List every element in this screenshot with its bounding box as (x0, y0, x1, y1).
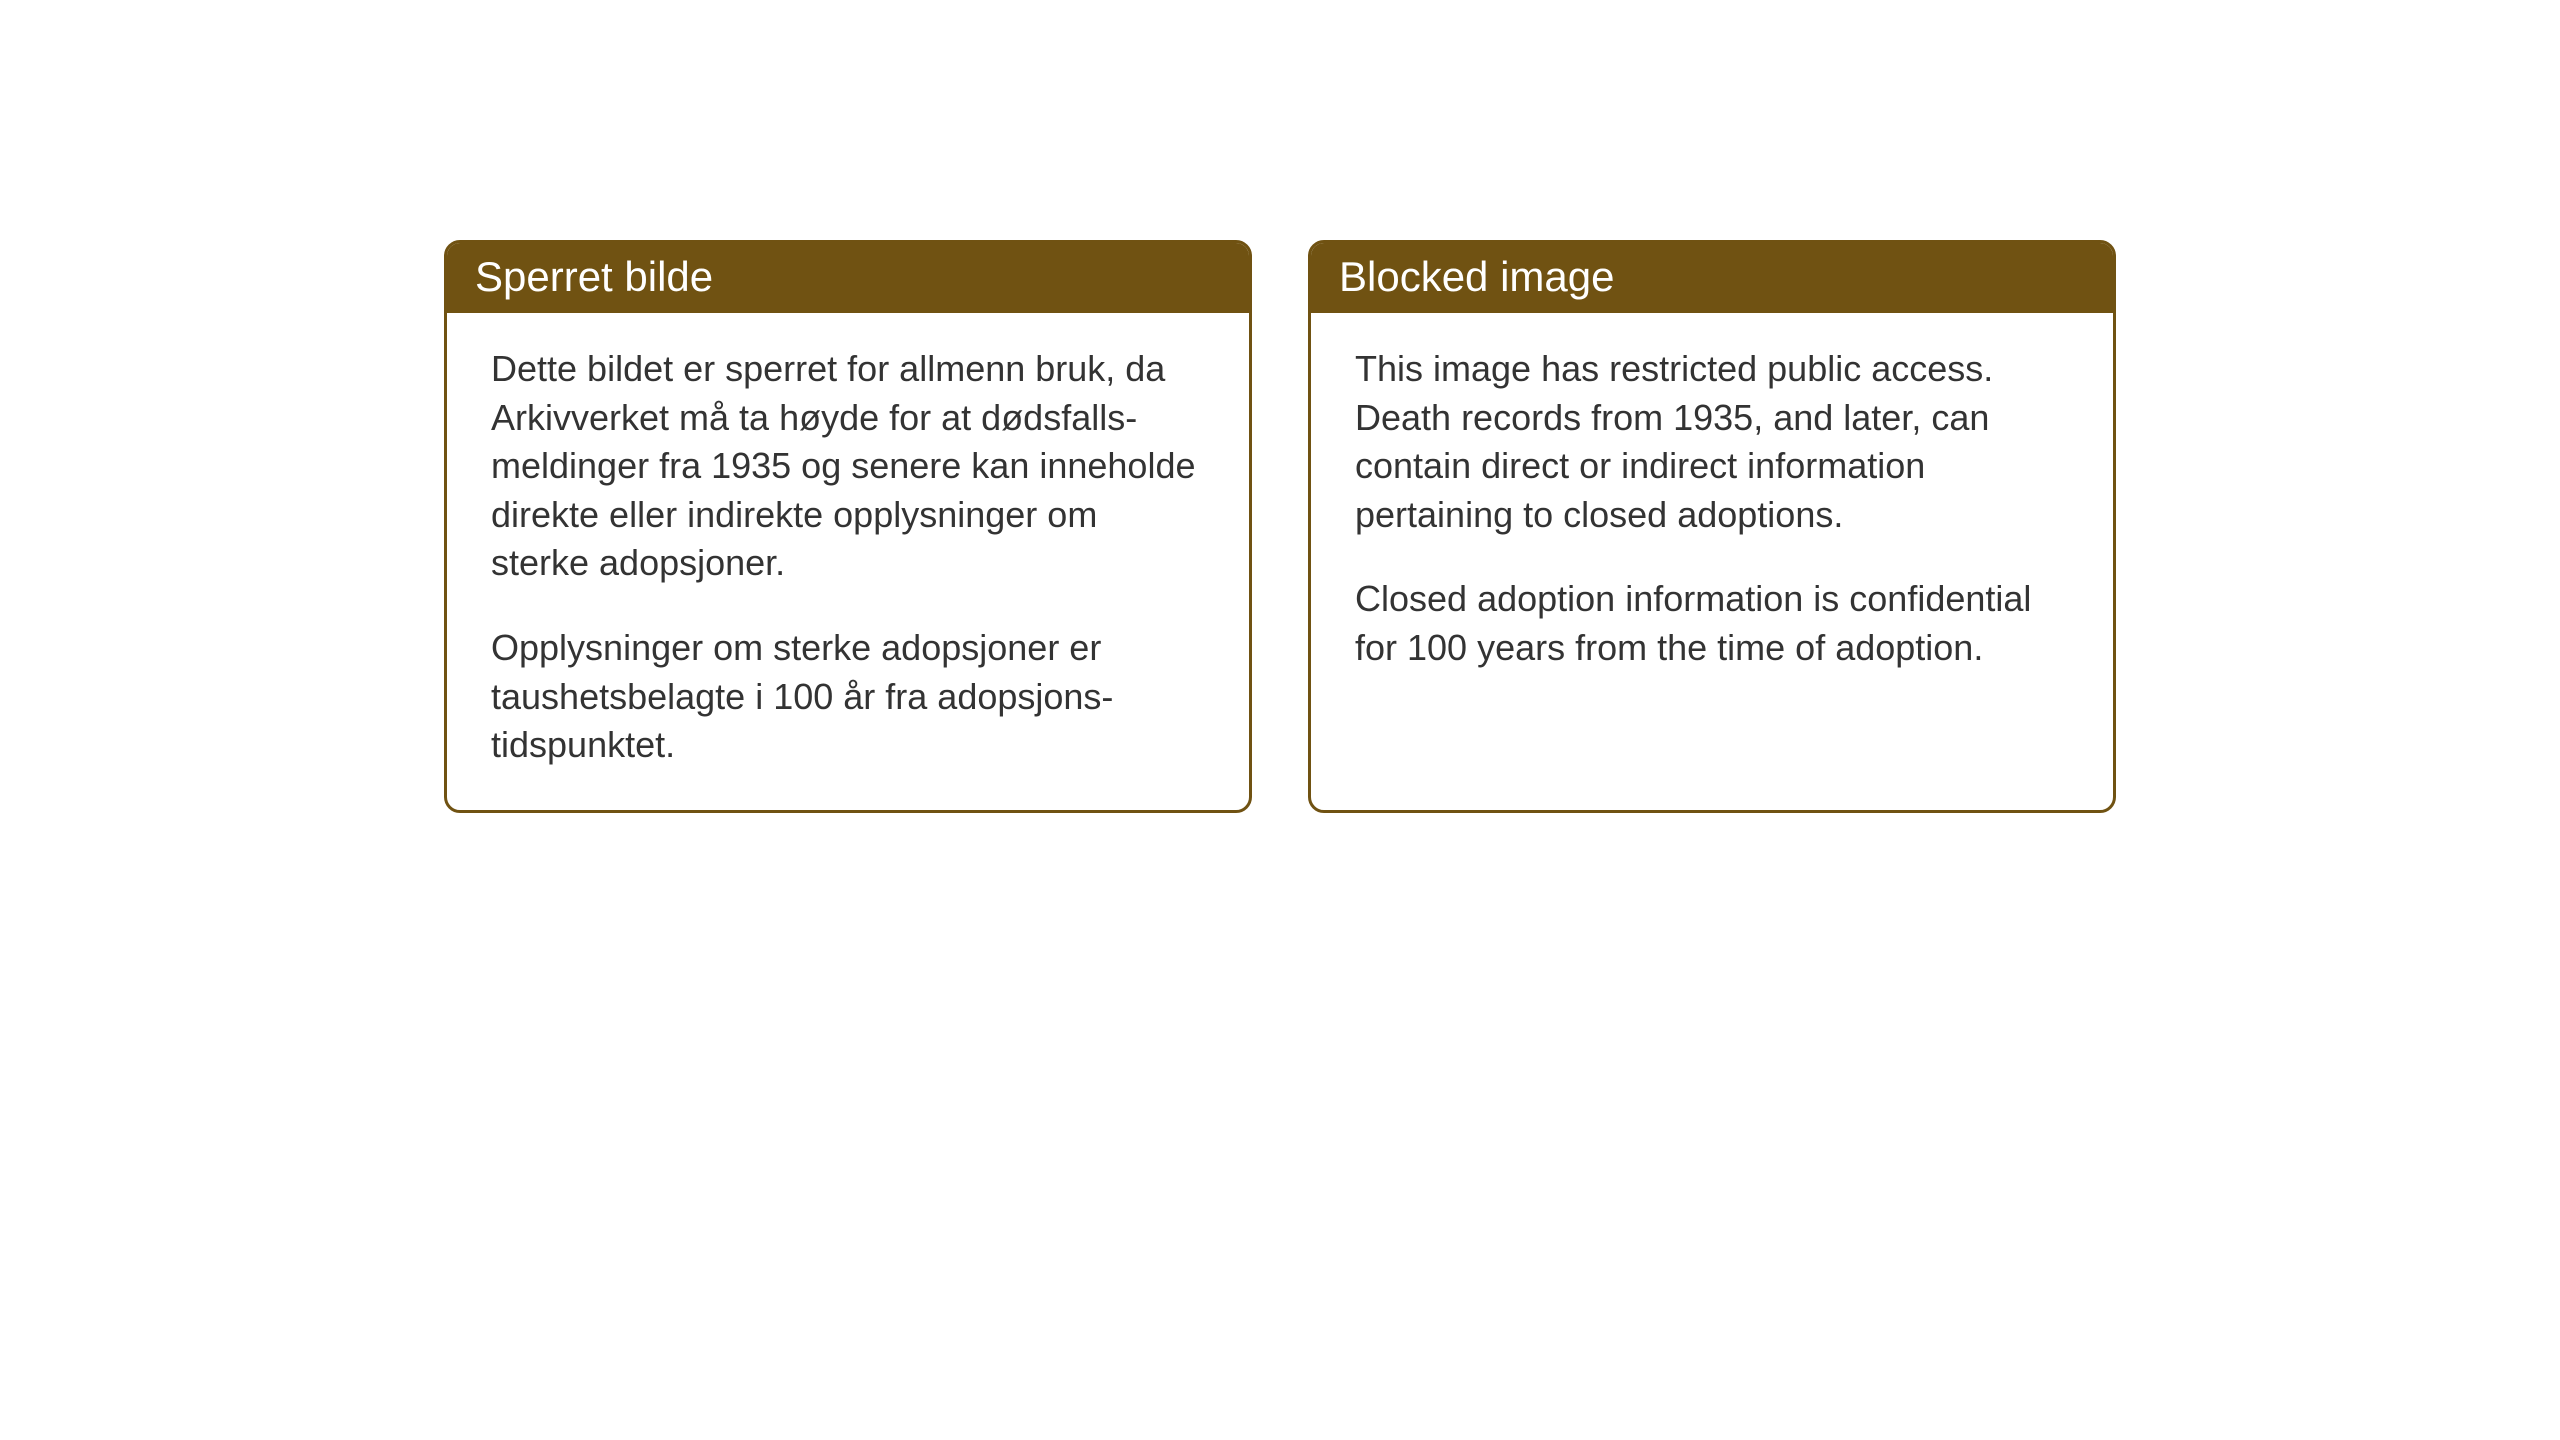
card-body-norwegian: Dette bildet er sperret for allmenn bruk… (447, 313, 1249, 810)
card-header-english: Blocked image (1311, 243, 2113, 313)
notice-card-english: Blocked image This image has restricted … (1308, 240, 2116, 813)
card-paragraph: Dette bildet er sperret for allmenn bruk… (491, 345, 1205, 588)
card-body-english: This image has restricted public access.… (1311, 313, 2113, 713)
card-paragraph: Opplysninger om sterke adopsjoner er tau… (491, 624, 1205, 770)
card-header-norwegian: Sperret bilde (447, 243, 1249, 313)
card-title-english: Blocked image (1339, 253, 1614, 300)
card-paragraph: This image has restricted public access.… (1355, 345, 2069, 539)
card-paragraph: Closed adoption information is confident… (1355, 575, 2069, 672)
notice-card-norwegian: Sperret bilde Dette bildet er sperret fo… (444, 240, 1252, 813)
notice-container: Sperret bilde Dette bildet er sperret fo… (444, 240, 2116, 813)
card-title-norwegian: Sperret bilde (475, 253, 713, 300)
